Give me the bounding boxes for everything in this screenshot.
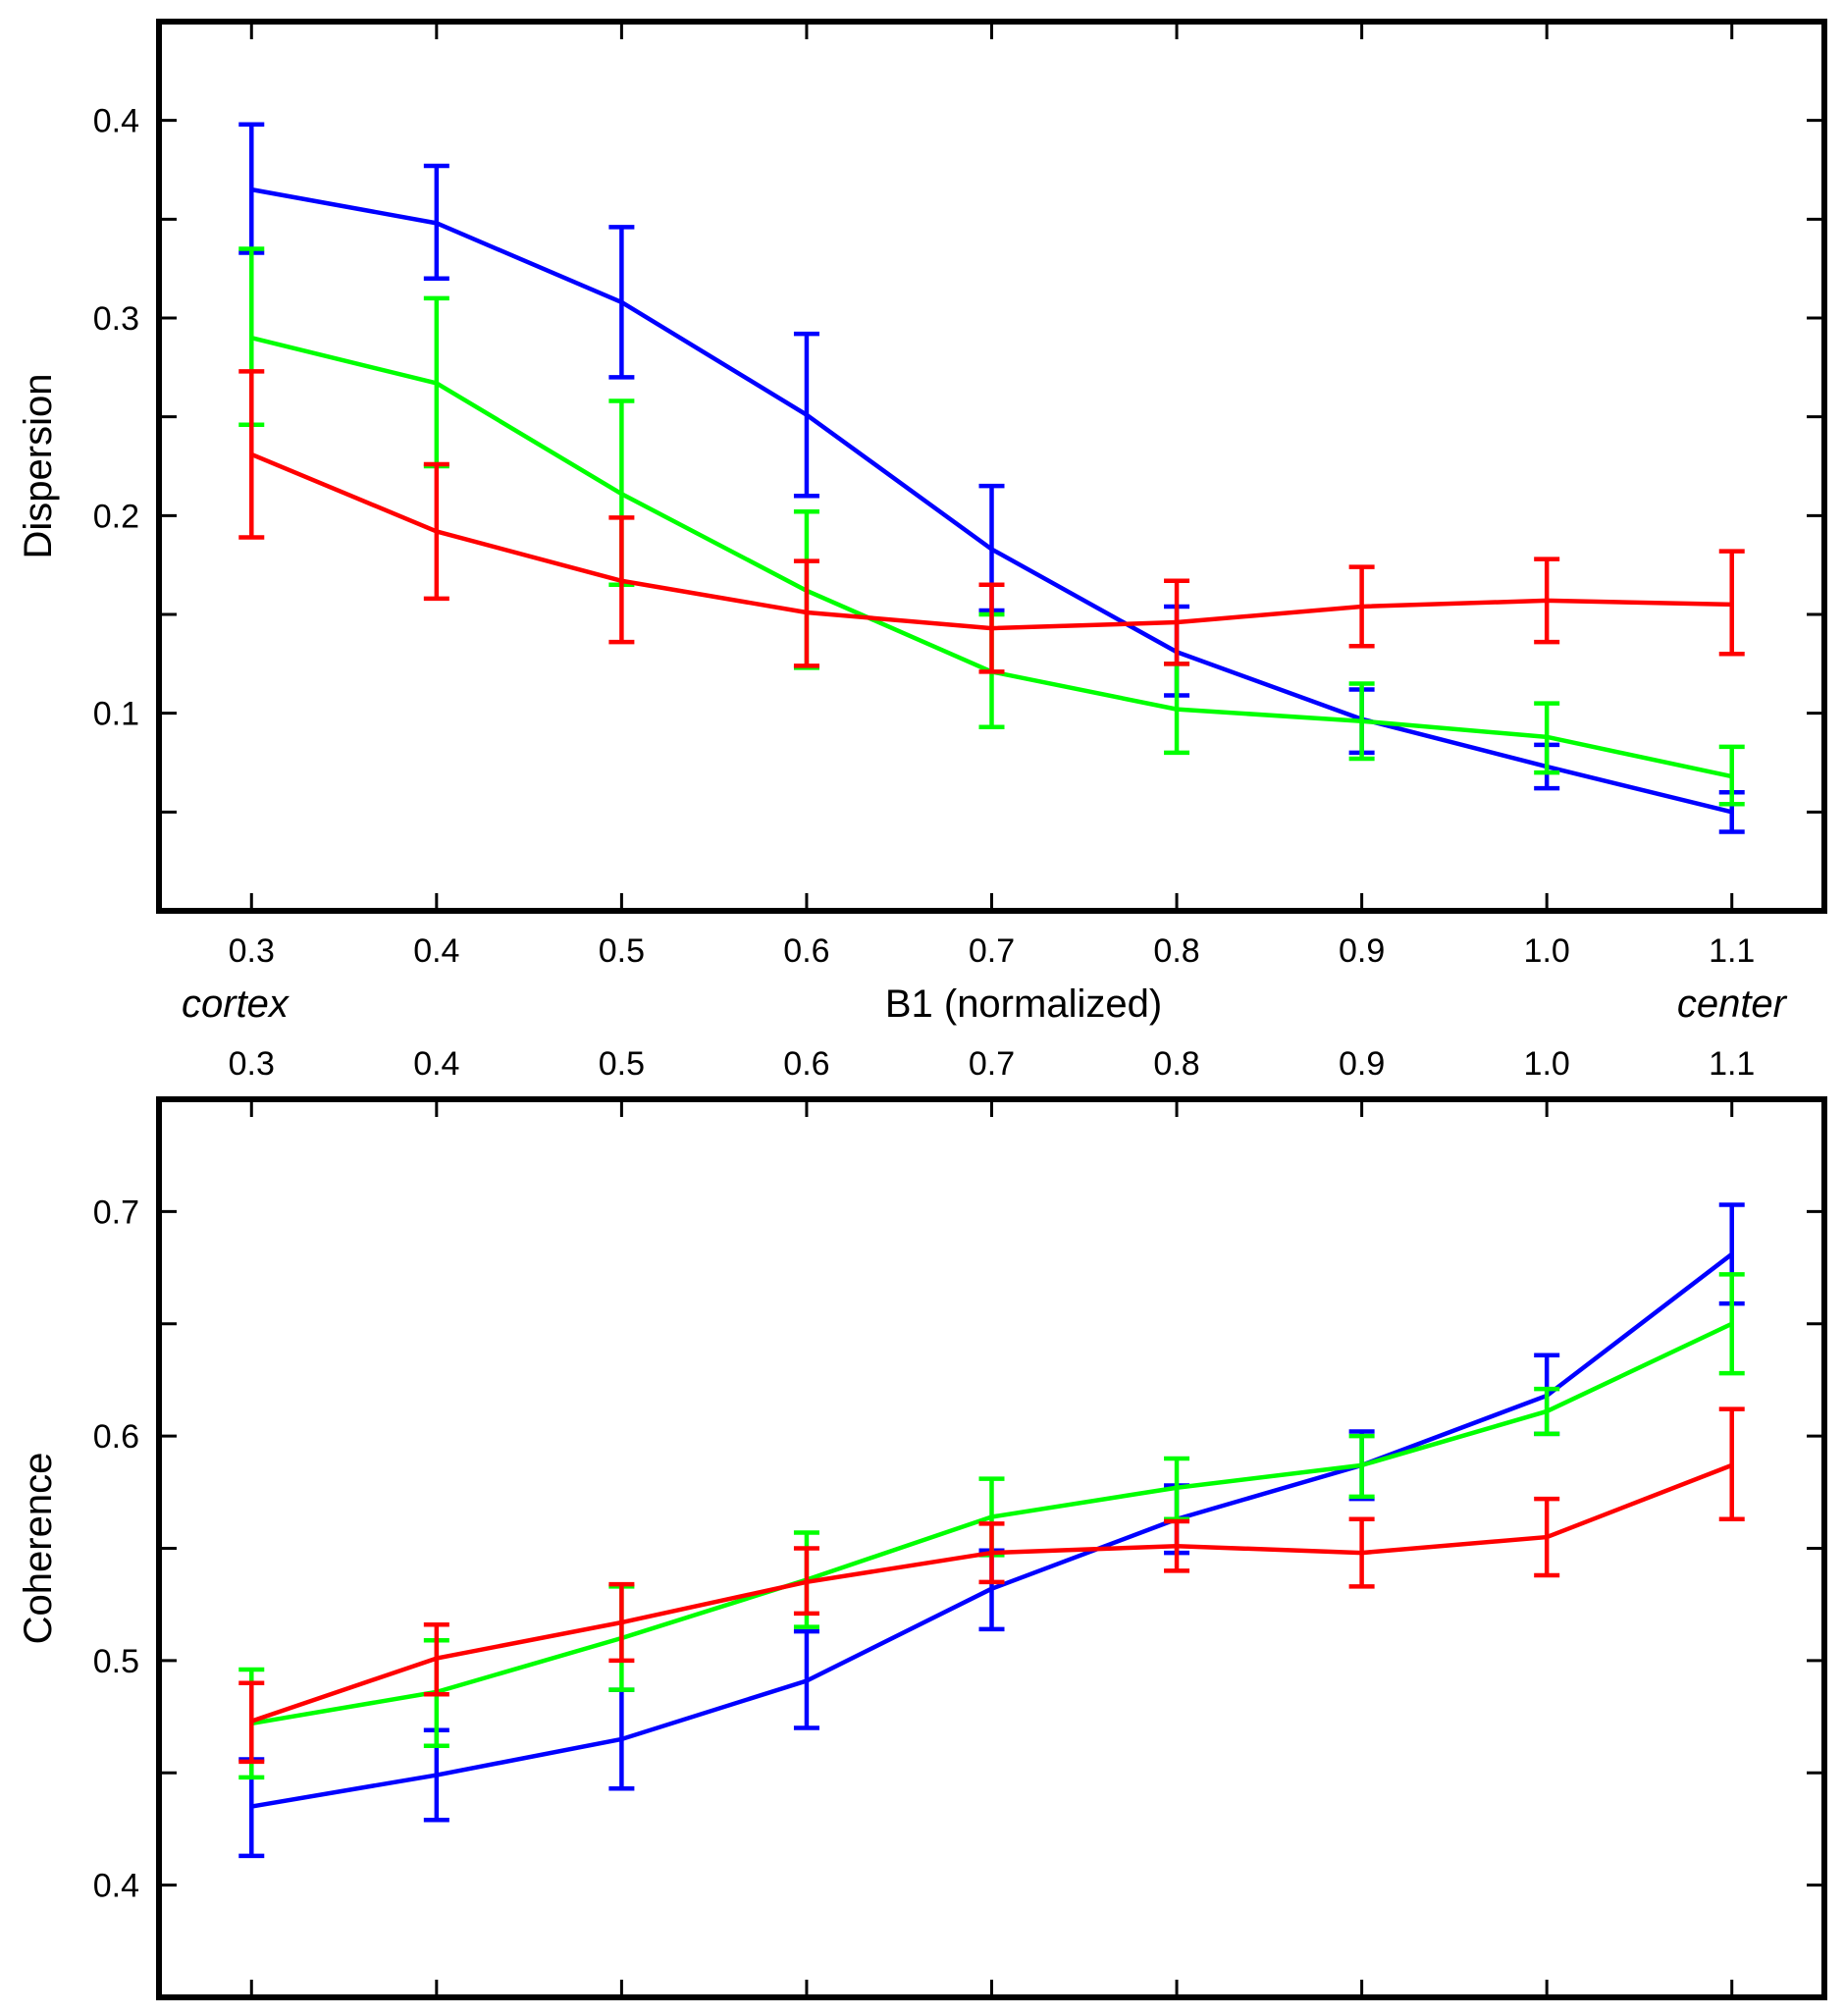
x-tick-label: 0.6 <box>783 932 829 970</box>
label-center: center <box>1677 982 1788 1026</box>
x-tick-label: 0.6 <box>783 1045 829 1083</box>
x-tick-label: 1.0 <box>1524 932 1570 970</box>
x-tick-label: 0.5 <box>599 932 645 970</box>
y-tick-label: 0.3 <box>93 300 139 338</box>
y-tick-label: 0.4 <box>93 1868 139 1905</box>
x-tick-label: 1.1 <box>1709 932 1755 970</box>
y-tick-label: 0.2 <box>93 498 139 535</box>
y-tick-label: 0.1 <box>93 696 139 733</box>
label-cortex: cortex <box>182 982 290 1026</box>
coherence-panel: 0.4 0.5 0.6 0.7 0.3 0.4 0.5 0.6 0.7 0.8 0.9 1.0 1.1 C… <box>17 1045 1827 2000</box>
y-tick-label: 0.4 <box>93 103 139 140</box>
x-tick-label: 0.9 <box>1339 1045 1385 1083</box>
x-tick-label: 0.8 <box>1153 1045 1199 1083</box>
x-tick-label: 0.5 <box>599 1045 645 1083</box>
x-tick-label: 1.0 <box>1524 1045 1570 1083</box>
plot-frame <box>156 19 1827 914</box>
y-tick-label: 0.6 <box>93 1418 139 1456</box>
ylabel: Dispersion <box>17 374 60 559</box>
dispersion-panel: 0.1 0.2 0.3 0.4 0.3 0.4 0.5 0.6 0.7 0.8 0.9 1.0 1.1 D… <box>17 19 1827 970</box>
x-tick-label: 1.1 <box>1709 1045 1755 1083</box>
x-tick-label: 0.4 <box>413 932 459 970</box>
series-line <box>250 1462 1733 1724</box>
red-series <box>238 1406 1745 1765</box>
series-line <box>250 1252 1734 1809</box>
series-line <box>250 1321 1733 1726</box>
ylabel: Coherence <box>17 1453 60 1645</box>
x-tick-label: 0.8 <box>1153 932 1199 970</box>
xlabel-b1-normalized: B1 (normalized) <box>885 982 1162 1026</box>
x-tick-label: 0.3 <box>229 1045 275 1083</box>
x-tick-label: 0.7 <box>969 932 1015 970</box>
series-line <box>250 451 1732 631</box>
y-tick-label: 0.5 <box>93 1643 139 1680</box>
x-tick-label: 0.3 <box>229 932 275 970</box>
series-line <box>250 186 1733 815</box>
x-tick-label: 0.4 <box>413 1045 459 1083</box>
y-tick-label: 0.7 <box>93 1194 139 1231</box>
x-tick-label: 0.7 <box>969 1045 1015 1083</box>
x-tick-label: 0.9 <box>1339 932 1385 970</box>
red-series <box>238 369 1745 674</box>
